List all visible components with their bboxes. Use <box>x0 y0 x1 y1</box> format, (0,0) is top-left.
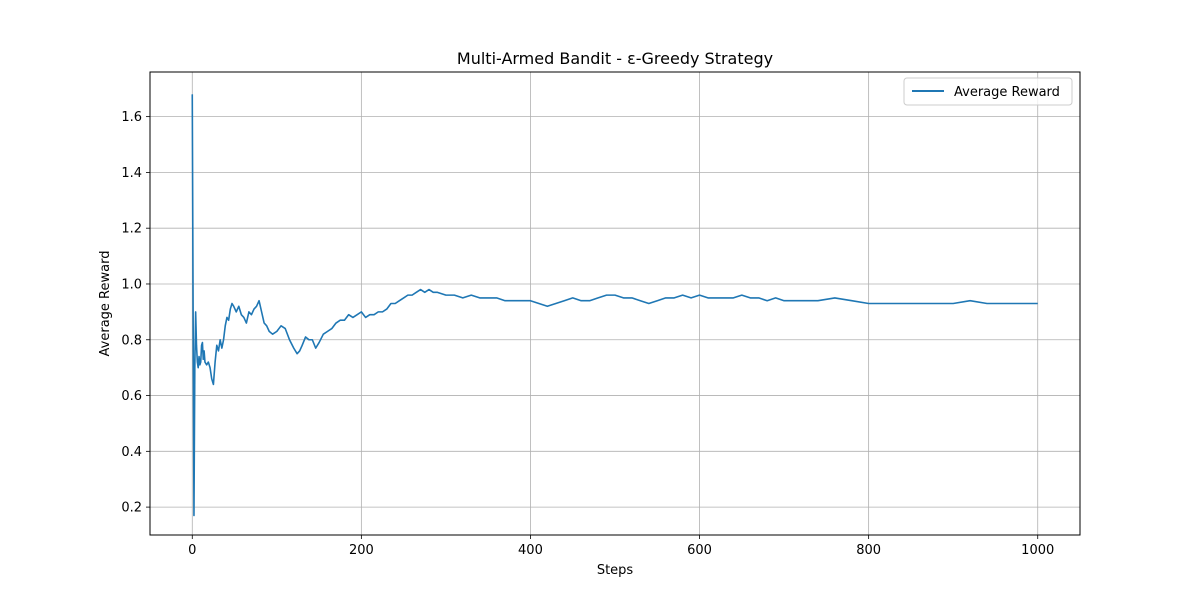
legend: Average Reward <box>903 77 1073 106</box>
grid-lines <box>150 72 1080 535</box>
y-tick-label: 1.2 <box>121 222 142 237</box>
y-tick-label: 0.8 <box>121 333 142 348</box>
legend-label-average-reward: Average Reward <box>954 85 1060 100</box>
legend-box <box>903 77 1073 106</box>
y-tick-label: 0.2 <box>121 501 142 516</box>
x-axis-label: Steps <box>597 563 634 578</box>
x-tick-label: 200 <box>349 543 374 558</box>
y-tick-label: 1.0 <box>121 277 142 292</box>
y-tick-label: 0.4 <box>121 445 142 460</box>
y-tick-label: 1.4 <box>121 166 142 181</box>
series-line-average-reward <box>191 94 1038 517</box>
y-tick-label: 1.6 <box>121 110 142 125</box>
y-axis-label: Average Reward <box>98 251 113 357</box>
x-tick-label: 0 <box>188 543 196 558</box>
x-tick-label: 400 <box>518 543 543 558</box>
plot-frame <box>149 71 1081 536</box>
series-layer <box>191 94 1038 517</box>
x-tick-label: 600 <box>687 543 712 558</box>
x-axis: 0 200 400 600 800 1000 <box>188 535 1054 558</box>
x-tick-label: 1000 <box>1021 543 1054 558</box>
chart-title: Multi-Armed Bandit - ε-Greedy Strategy <box>457 49 773 68</box>
x-tick-label: 800 <box>856 543 881 558</box>
y-tick-label: 0.6 <box>121 389 142 404</box>
y-axis: 0.2 0.4 0.6 0.8 1.0 1.2 1.4 1.6 <box>121 110 150 516</box>
